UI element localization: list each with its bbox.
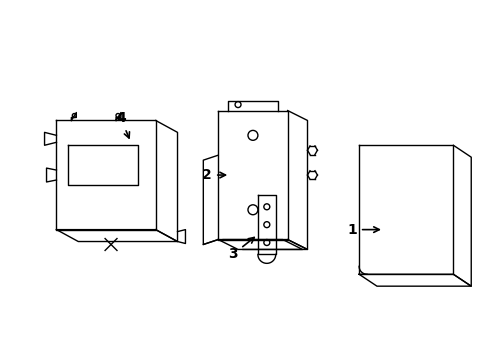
Text: 4: 4 — [116, 112, 129, 138]
Text: 3: 3 — [228, 238, 254, 261]
Text: 2: 2 — [202, 168, 225, 182]
Text: 1: 1 — [346, 222, 379, 237]
